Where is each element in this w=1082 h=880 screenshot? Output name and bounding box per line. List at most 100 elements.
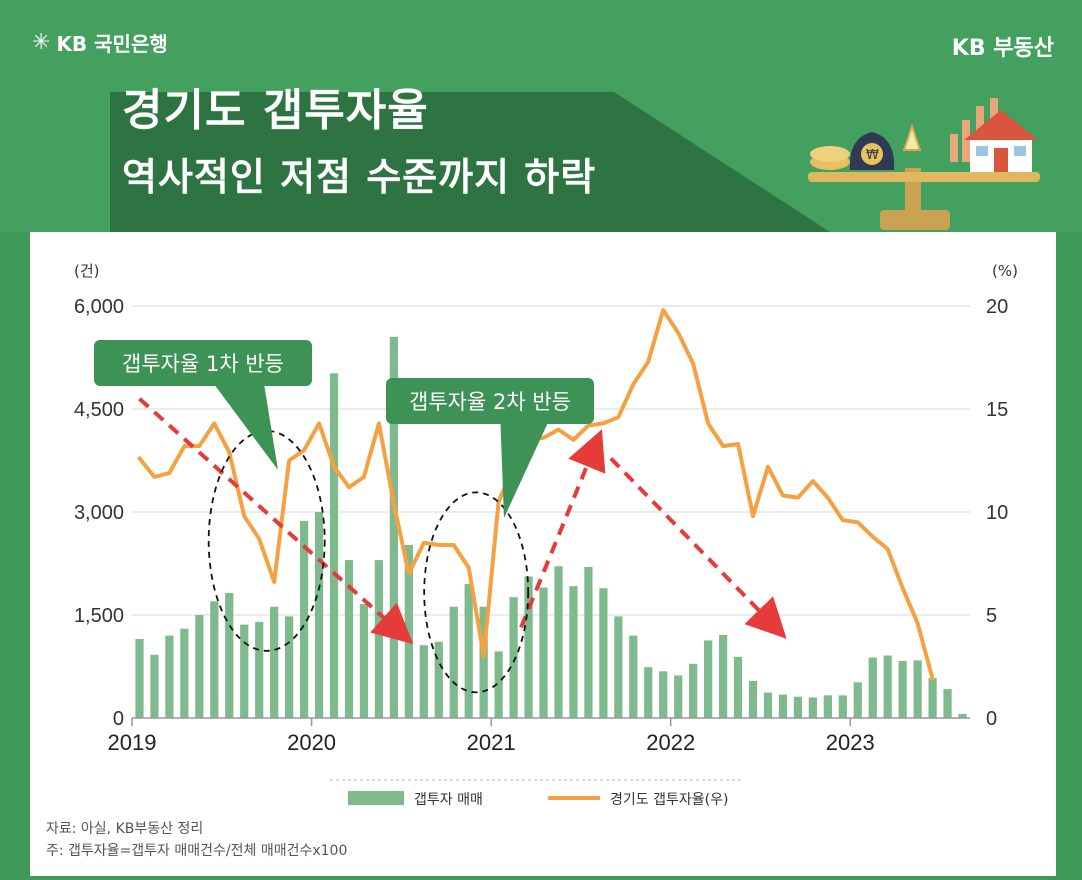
coin-stack-icon [810, 146, 850, 162]
bar-gap-trades [374, 560, 384, 718]
x-axis-tick-label: 2021 [467, 730, 516, 755]
legend-label-bar: 갭투자 매매 [414, 792, 483, 808]
scale-beam-icon [808, 172, 1040, 182]
house-roof-icon [964, 110, 1038, 140]
bar-gap-trades [823, 695, 832, 718]
bar-gap-trades [943, 689, 952, 718]
bar-gap-trades [285, 616, 294, 718]
bar-gap-trades [225, 593, 234, 718]
bar-gap-trades [524, 576, 533, 718]
chart-card: 2019 2020 2021 2022 2023 6,000 4,500 3,000 1,50… [30, 232, 1056, 876]
bar-gap-trades [704, 640, 713, 718]
source-note: 자료: 아실, KB부동산 정리 [46, 821, 204, 837]
bar-gap-trades [644, 667, 653, 718]
bar-gap-trades [255, 621, 264, 718]
bar-gap-trades [494, 651, 503, 718]
deco-bar-icon [950, 134, 958, 162]
bar-gap-trades [299, 520, 309, 718]
bar-gap-trades [733, 656, 743, 718]
bar-gap-trades [135, 639, 144, 718]
bar-gap-trades [180, 628, 189, 718]
left-axis-tick-label: 6,000 [74, 296, 124, 318]
left-axis-tick-label: 1,500 [74, 605, 124, 627]
callout-label: 갭투자율 1차 반등 [122, 352, 284, 376]
bar-gap-trades [748, 680, 758, 718]
kb-bank-logo: ✳ KB 국민은행 [32, 28, 168, 57]
bar-gap-trades [150, 654, 159, 718]
bar-gap-trades [539, 587, 548, 718]
footnotes: 자료: 아실, KB부동산 정리 주: 갭투자율=갭투자 매매건수/전체 매매건… [46, 818, 347, 862]
won-coin-icon [861, 143, 883, 165]
bar-gap-trades [195, 615, 204, 718]
trend-arrow [609, 457, 787, 639]
right-axis-tick-label: 5 [986, 605, 997, 627]
bar-gap-trades [434, 641, 443, 718]
right-axis-tick-label: 15 [986, 399, 1008, 421]
highlight-ellipse [423, 491, 530, 694]
bar-gap-trades [629, 635, 638, 718]
won-symbol-icon: ₩ [866, 148, 879, 163]
bar-gap-trades [599, 588, 608, 718]
definition-note: 주: 갭투자율=갭투자 매매건수/전체 매매건수x100 [46, 843, 348, 859]
highlight-ellipse [207, 429, 326, 652]
bar-gap-trades [913, 660, 922, 718]
right-axis-tick-label: 20 [986, 296, 1008, 318]
legend-label-line: 경기도 갭투자율(우) [610, 792, 728, 808]
callout-label: 갭투자율 2차 반등 [409, 390, 571, 414]
left-axis-tick-label: 3,000 [74, 502, 124, 524]
bar-gap-trades [718, 634, 728, 718]
bar-gap-trades [868, 657, 877, 718]
bar-gap-trades [928, 678, 937, 718]
scale-house-illustration: ₩ [808, 98, 1040, 230]
bar-gap-trades [270, 606, 279, 718]
callout-pointer [500, 422, 549, 518]
bar-gap-trades [883, 655, 892, 718]
callout-box [386, 378, 594, 424]
bar-gap-trades [659, 671, 668, 718]
right-axis-unit: (%) [992, 262, 1018, 280]
bar-gap-trades [674, 675, 683, 718]
bar-gap-trades [314, 512, 324, 718]
bar-gap-trades [569, 586, 578, 718]
bar-gap-trades [419, 645, 428, 718]
bar-gap-trades [778, 694, 788, 718]
bar-gap-trades [329, 373, 339, 718]
bar-gap-trades [165, 635, 174, 718]
left-axis-unit: (건) [74, 262, 100, 280]
bar-gap-trades [793, 696, 803, 718]
bar-gap-trades [464, 584, 473, 718]
bar-gap-trades [808, 697, 817, 718]
left-axis-tick-label: 0 [113, 708, 124, 730]
x-axis-tick-label: 2020 [287, 730, 336, 755]
house-window-icon [1014, 146, 1026, 156]
page-subtitle: 역사적인 저점 수준까지 하락 [122, 155, 597, 199]
bar-gap-trades [853, 682, 862, 718]
callout-box [94, 340, 312, 386]
scale-base-icon [880, 210, 950, 230]
bar-gap-trades [210, 601, 219, 718]
deco-bar-icon [962, 120, 970, 162]
bar-gap-trades [509, 597, 518, 718]
bar-gap-trades [479, 606, 488, 718]
x-axis-tick-label: 2023 [826, 730, 875, 755]
bar-gap-trades [689, 663, 698, 718]
bar-gap-trades [763, 692, 773, 718]
bar-gap-trades [584, 566, 593, 718]
kb-realestate-logo: KB 부동산 [951, 36, 1054, 61]
callout-pointer [213, 384, 278, 470]
bar-gap-trades [389, 336, 398, 718]
brand-left-label: KB 국민은행 [56, 32, 168, 56]
x-axis-tick-label: 2019 [108, 730, 157, 755]
x-axis-tick-label: 2022 [646, 730, 695, 755]
bar-gap-trades [614, 616, 623, 718]
page-title: 경기도 갭투자율 [122, 85, 429, 136]
trend-arrow [519, 429, 606, 629]
kb-star-icon: ✳ [32, 30, 51, 55]
bar-gap-trades [449, 606, 458, 718]
left-axis-tick-label: 4,500 [74, 399, 124, 421]
bar-gap-trades [240, 624, 249, 718]
chart-area: 2019 2020 2021 2022 2023 6,000 4,500 3,000 1,50… [74, 262, 1018, 808]
bar-gap-trades [344, 560, 354, 718]
legend-swatch-bar [348, 791, 404, 805]
bar-gap-trades [958, 713, 967, 718]
